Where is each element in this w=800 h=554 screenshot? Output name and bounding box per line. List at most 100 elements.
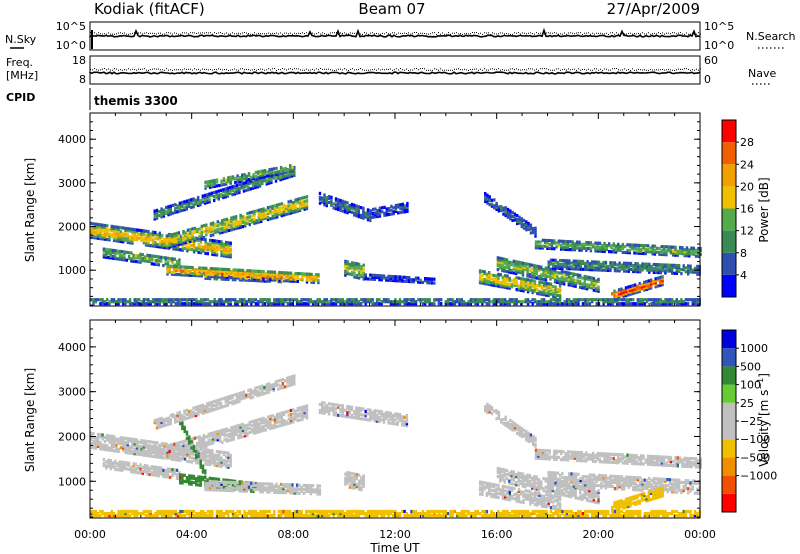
range-cell	[668, 302, 672, 306]
range-cell	[353, 267, 356, 271]
range-cell	[303, 195, 306, 199]
range-cell	[198, 268, 201, 272]
range-cell	[348, 209, 351, 214]
range-cell	[610, 250, 613, 254]
range-cell	[296, 272, 299, 276]
range-cell	[374, 213, 377, 217]
range-cell	[529, 231, 533, 235]
range-cell	[213, 184, 216, 188]
range-cell	[175, 259, 179, 264]
backscatter-feature	[166, 404, 309, 460]
range-cell	[595, 279, 598, 283]
range-cell	[579, 263, 582, 267]
range-cell	[360, 265, 363, 269]
range-cell	[237, 424, 240, 428]
range-cell	[144, 229, 148, 233]
range-cell	[375, 302, 379, 306]
range-cell	[620, 289, 623, 293]
range-cell	[292, 203, 295, 207]
range-cell	[631, 288, 634, 292]
range-cell	[481, 273, 484, 277]
range-cell	[168, 456, 171, 460]
range-cell	[204, 458, 207, 462]
range-cell	[262, 213, 265, 217]
range-cell	[636, 302, 640, 306]
range-cell	[204, 476, 207, 480]
range-cell	[587, 243, 590, 247]
range-cell	[525, 228, 528, 232]
range-cell	[540, 265, 543, 269]
range-cell	[188, 302, 191, 306]
range-cell	[583, 276, 586, 281]
backscatter-feature	[204, 480, 322, 496]
range-cell	[353, 263, 356, 267]
range-cell	[529, 288, 532, 292]
range-cell	[229, 249, 232, 253]
range-cell	[647, 283, 650, 287]
range-cell	[215, 488, 219, 492]
range-cell	[177, 447, 181, 451]
range-cell	[535, 266, 538, 270]
range-cell	[284, 168, 287, 173]
range-cell	[544, 274, 548, 278]
range-cell	[537, 274, 541, 279]
range-cell	[178, 203, 182, 207]
range-cell	[124, 228, 127, 232]
range-cell	[179, 234, 182, 238]
range-cell	[222, 244, 226, 248]
range-cell	[242, 185, 246, 189]
backscatter-feature	[484, 192, 537, 238]
range-cell	[478, 277, 482, 281]
range-cell	[209, 270, 213, 275]
range-cell	[597, 298, 601, 302]
range-cell	[620, 298, 624, 302]
range-cell	[199, 300, 203, 304]
range-cell	[643, 266, 646, 270]
range-cell	[501, 257, 504, 261]
range-cell	[503, 261, 506, 265]
range-cell	[135, 230, 139, 234]
range-cell	[175, 441, 178, 446]
range-cell	[181, 427, 184, 431]
range-cell	[255, 424, 258, 429]
range-cell	[598, 247, 602, 251]
range-cell	[179, 300, 182, 304]
range-cell	[546, 244, 549, 248]
range-cell	[106, 446, 109, 450]
range-cell	[294, 198, 297, 202]
range-cell	[289, 302, 292, 306]
range-cell	[478, 298, 482, 302]
range-cell	[597, 260, 601, 264]
range-cell	[565, 278, 568, 282]
range-cell	[114, 249, 117, 253]
range-cell	[645, 287, 648, 291]
range-cell	[110, 300, 113, 304]
range-cell	[142, 239, 145, 243]
range-cell	[181, 479, 184, 483]
range-cell	[296, 201, 299, 205]
range-cell	[437, 302, 441, 306]
range-cell	[646, 244, 650, 248]
range-cell	[682, 266, 685, 270]
range-cell	[509, 215, 512, 219]
range-cell	[118, 251, 122, 255]
range-cell	[517, 270, 520, 274]
range-cell	[348, 204, 351, 208]
range-cell	[117, 441, 120, 445]
range-cell	[173, 266, 176, 271]
range-cell	[305, 404, 309, 408]
range-cell	[213, 480, 216, 484]
range-cell	[458, 298, 461, 302]
range-cell	[218, 452, 221, 456]
range-cell	[325, 202, 328, 206]
range-cell	[531, 263, 534, 267]
range-cell	[229, 453, 232, 458]
range-cell	[346, 207, 349, 211]
range-cell	[215, 462, 219, 466]
range-cell	[291, 302, 294, 306]
range-cell	[537, 267, 541, 271]
range-cell	[481, 269, 484, 273]
range-cell	[570, 300, 573, 304]
range-cell	[202, 300, 205, 304]
range-cell	[240, 182, 243, 186]
